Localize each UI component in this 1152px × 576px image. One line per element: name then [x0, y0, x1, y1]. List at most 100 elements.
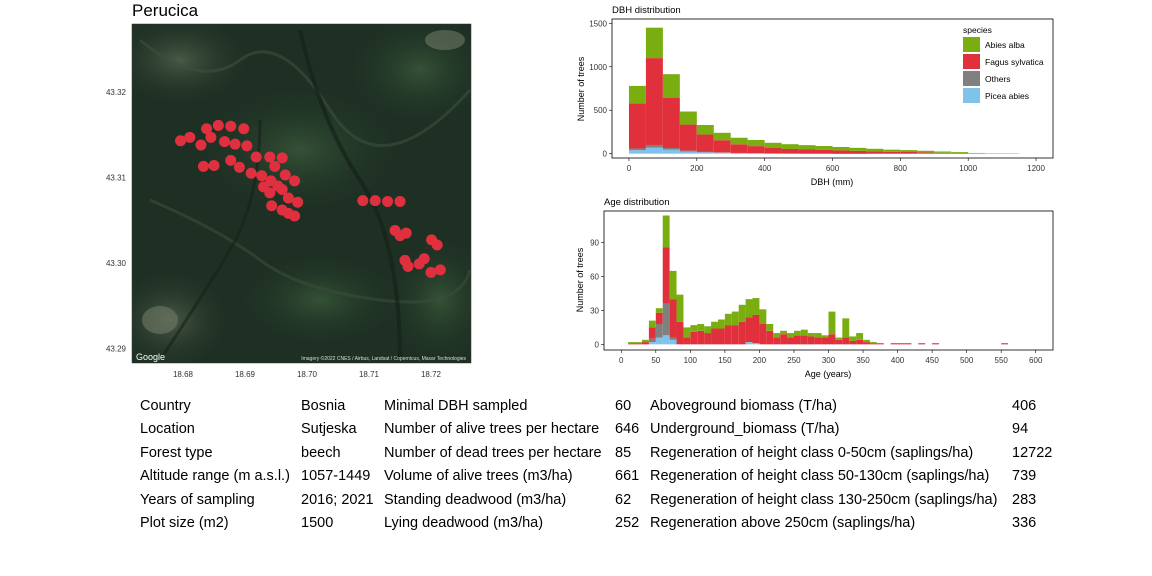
plot-marker[interactable]	[400, 227, 412, 239]
histogram-bar	[697, 330, 705, 345]
plot-marker[interactable]	[184, 131, 196, 143]
plot-marker[interactable]	[238, 123, 250, 135]
y-tick-label: 0	[595, 340, 600, 349]
histogram-bar	[832, 146, 850, 151]
plot-marker[interactable]	[369, 195, 381, 207]
x-tick-label: 600	[826, 164, 840, 173]
histogram-bar	[773, 333, 781, 338]
plot-marker[interactable]	[418, 253, 430, 265]
plot-marker[interactable]	[289, 175, 301, 187]
plot-marker[interactable]	[225, 120, 237, 132]
histogram-bar	[662, 74, 680, 98]
histogram-bar	[934, 152, 952, 154]
lon-tick-label: 18.72	[421, 370, 442, 379]
histogram-bar	[863, 339, 870, 343]
plot-marker[interactable]	[219, 136, 231, 148]
histogram-bar	[648, 338, 656, 343]
plot-marker[interactable]	[250, 151, 262, 163]
histogram-bar	[628, 343, 636, 345]
histogram-bar	[849, 150, 867, 154]
plot-marker[interactable]	[402, 260, 414, 272]
histogram-bar	[842, 318, 850, 338]
histogram-bar	[704, 333, 712, 345]
histogram-bar	[655, 324, 663, 338]
dbh-x-label: DBH (mm)	[811, 177, 854, 187]
plot-marker[interactable]	[289, 210, 301, 222]
lon-tick-label: 18.70	[297, 370, 318, 379]
histogram-bar	[645, 58, 663, 145]
histogram-bar	[696, 134, 714, 152]
y-tick-label: 60	[590, 273, 599, 282]
plot-marker[interactable]	[264, 151, 276, 163]
histogram-bar	[628, 103, 646, 149]
histogram-bar	[713, 140, 731, 153]
plot-marker[interactable]	[394, 195, 406, 207]
histogram-bar	[835, 339, 843, 345]
histogram-bar	[697, 324, 705, 331]
stat-label: Altitude range (m a.s.l.)	[140, 468, 290, 484]
plot-marker[interactable]	[175, 135, 187, 147]
dbh-x-ticks: 0 200 400 600 800 1000 1200	[627, 158, 1045, 173]
plot-marker[interactable]	[205, 131, 217, 143]
plot-marker[interactable]	[266, 200, 278, 212]
plot-marker[interactable]	[279, 169, 291, 181]
lat-tick-label: 43.31	[106, 174, 127, 183]
stat-label: Underground_biomass (T/ha)	[650, 421, 840, 437]
histogram-bar	[669, 337, 677, 340]
plot-marker[interactable]	[282, 192, 294, 204]
legend-label: Fagus sylvatica	[985, 57, 1044, 67]
x-tick-label: 250	[787, 356, 801, 365]
histogram-bar	[669, 270, 677, 300]
histogram-bar	[842, 337, 850, 345]
plot-marker[interactable]	[208, 160, 220, 172]
plot-marker[interactable]	[292, 196, 304, 208]
plot-marker[interactable]	[264, 187, 276, 199]
plot-marker[interactable]	[229, 138, 241, 150]
histogram-bar	[821, 335, 829, 338]
histogram-bar	[764, 148, 782, 154]
histogram-bar	[655, 337, 663, 345]
x-tick-label: 1200	[1027, 164, 1045, 173]
legend-label: Others	[985, 74, 1011, 84]
x-tick-label: 550	[995, 356, 1009, 365]
histogram-bar	[745, 299, 753, 318]
histogram-bar	[800, 335, 808, 345]
plot-marker[interactable]	[276, 152, 288, 164]
plot-marker[interactable]	[357, 195, 369, 207]
plot-marker[interactable]	[195, 139, 207, 151]
plot-marker[interactable]	[197, 160, 209, 172]
legend-swatch	[963, 88, 980, 103]
histogram-bar	[807, 336, 815, 345]
histogram-bar	[679, 151, 697, 154]
plot-marker[interactable]	[245, 167, 257, 179]
histogram-bar	[835, 337, 843, 340]
plot-marker[interactable]	[431, 239, 443, 251]
legend-label: Abies alba	[985, 40, 1025, 50]
y-tick-label: 1500	[589, 19, 607, 28]
plot-marker[interactable]	[225, 154, 237, 166]
plot-marker[interactable]	[425, 266, 437, 278]
plot-marker[interactable]	[269, 160, 281, 172]
plot-marker[interactable]	[382, 195, 394, 207]
age-chart-title: Age distribution	[604, 197, 669, 208]
plot-marker[interactable]	[233, 161, 245, 173]
histogram-bar	[662, 148, 680, 150]
stat-label: Forest type	[140, 445, 213, 461]
stat-value: 94	[1012, 421, 1029, 437]
histogram-bar	[897, 343, 905, 345]
histogram-bar	[863, 342, 870, 345]
plot-marker[interactable]	[256, 170, 268, 182]
plot-marker[interactable]	[201, 123, 213, 135]
histogram-bar	[704, 326, 712, 334]
histogram-bar	[731, 325, 739, 345]
histogram-bar	[724, 325, 732, 345]
plot-marker[interactable]	[276, 183, 288, 195]
plot-marker[interactable]	[434, 264, 446, 276]
plot-marker[interactable]	[241, 140, 253, 152]
plot-marker[interactable]	[212, 119, 224, 131]
latitude-ticks: 43.32 43.31 43.30 43.29	[106, 88, 127, 354]
stat-label: Plot size (m2)	[140, 515, 229, 531]
histogram-bar	[856, 339, 864, 345]
